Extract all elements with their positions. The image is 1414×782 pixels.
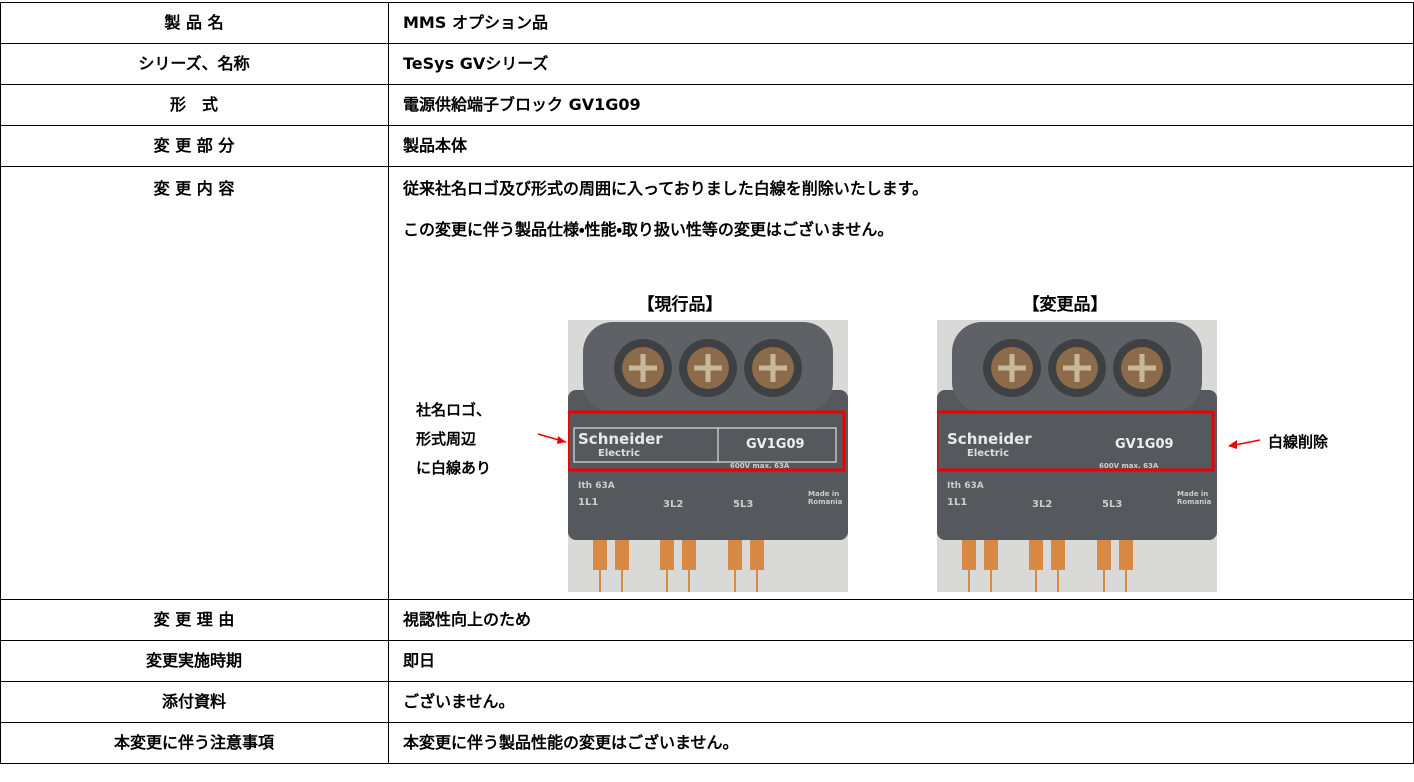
row-value: TeSys GVシリーズ xyxy=(403,53,549,73)
photo-detail xyxy=(573,427,837,463)
row-value: ございません。 xyxy=(403,691,515,711)
photo-detail xyxy=(984,525,998,592)
arrow xyxy=(1228,439,1261,449)
photo-detail xyxy=(660,525,674,592)
photo-detail xyxy=(615,525,629,592)
column-border xyxy=(388,2,389,763)
row-value: 即日 xyxy=(403,650,436,670)
photo-detail xyxy=(682,525,696,592)
photo-text: 3L2 xyxy=(1032,499,1052,510)
row-border xyxy=(0,84,1414,85)
photo-text: 1L1 xyxy=(578,497,598,508)
photo-detail xyxy=(629,354,657,382)
row-border xyxy=(0,125,1414,126)
arrow xyxy=(537,433,567,444)
row-border xyxy=(0,166,1414,167)
row-border xyxy=(0,722,1414,723)
photo-text: 5L3 xyxy=(1102,499,1122,510)
row-border xyxy=(0,599,1414,600)
photo-text: Made in xyxy=(808,490,839,498)
row-border xyxy=(0,681,1414,682)
photo-detail xyxy=(1097,525,1111,592)
annotation: 社名ロゴ、 xyxy=(416,401,492,419)
photo-text: Schneider xyxy=(578,430,663,448)
photo-text: Romania xyxy=(1177,498,1212,506)
photo-detail xyxy=(728,525,742,592)
photo-detail xyxy=(1128,354,1156,382)
figure-caption: 【変更品】 xyxy=(1022,295,1108,315)
row-value: 本変更に伴う製品性能の変更はございません。 xyxy=(403,732,739,752)
photo-text: 600V max. 63A xyxy=(1099,462,1159,470)
photo-text: Electric xyxy=(967,448,1009,459)
highlight-box xyxy=(937,410,1215,472)
row-border xyxy=(0,763,1414,764)
photo-detail xyxy=(759,354,787,382)
photo-detail xyxy=(998,354,1026,382)
row-label: 本変更に伴う注意事項 xyxy=(113,732,274,752)
photo-text: GV1G09 xyxy=(1115,437,1174,452)
column-border xyxy=(0,2,1,763)
row-value: MMS オプション品 xyxy=(403,12,548,32)
photo-detail xyxy=(1051,525,1065,592)
row-value: 製品本体 xyxy=(403,135,468,155)
arrow-part xyxy=(557,436,566,444)
photo-text: Ith 63A xyxy=(947,481,984,491)
photo-text: Romania xyxy=(808,498,843,506)
photo-detail xyxy=(1063,354,1091,382)
content-line: この変更に伴う製品仕様・性能・取り扱い性等の変更はございません。 xyxy=(403,220,894,239)
row-label: 添付資料 xyxy=(161,691,226,711)
row-label: 形 式 xyxy=(169,94,218,114)
row-label: 変更実施時期 xyxy=(145,650,242,670)
photo-text: GV1G09 xyxy=(746,437,805,452)
photo-detail xyxy=(1119,525,1133,592)
row-value: 視認性向上のため xyxy=(403,609,532,629)
row-label: 変 更 部 分 xyxy=(153,135,235,155)
row-label: 変 更 理 由 xyxy=(153,609,235,629)
annotation: に白線あり xyxy=(416,459,492,477)
row-label: 変 更 内 容 xyxy=(153,179,235,198)
photo-text: Schneider xyxy=(947,430,1032,448)
row-label: 製 品 名 xyxy=(164,12,224,32)
photo-text: 1L1 xyxy=(947,497,967,508)
content-line: 従来社名ロゴ及び形式の周囲に入っておりました白線を削除いたします。 xyxy=(403,179,929,198)
photo-text: 600V max. 63A xyxy=(730,462,790,470)
photo-text: 3L2 xyxy=(663,499,683,510)
row-border xyxy=(0,43,1414,44)
photo-detail xyxy=(694,354,722,382)
photo-detail xyxy=(750,525,764,592)
highlight-box xyxy=(568,410,846,472)
photo-text: Ith 63A xyxy=(578,481,615,491)
arrow-part xyxy=(1228,440,1237,449)
row-value: 電源供給端子ブロック GV1G09 xyxy=(403,94,641,114)
photo-detail xyxy=(962,525,976,592)
photo-text: Made in xyxy=(1177,490,1208,498)
photo-detail xyxy=(593,525,607,592)
annotation: 形式周辺 xyxy=(416,430,477,448)
photo-detail xyxy=(1029,525,1043,592)
row-border xyxy=(0,2,1414,3)
row-border xyxy=(0,640,1414,641)
photo-text: Electric xyxy=(598,448,640,459)
figure-caption: 【現行品】 xyxy=(637,295,723,315)
annotation: 白線削除 xyxy=(1268,433,1329,451)
product-body xyxy=(937,390,1217,540)
row-label: シリーズ、名称 xyxy=(138,53,250,73)
photo-text: 5L3 xyxy=(733,499,753,510)
